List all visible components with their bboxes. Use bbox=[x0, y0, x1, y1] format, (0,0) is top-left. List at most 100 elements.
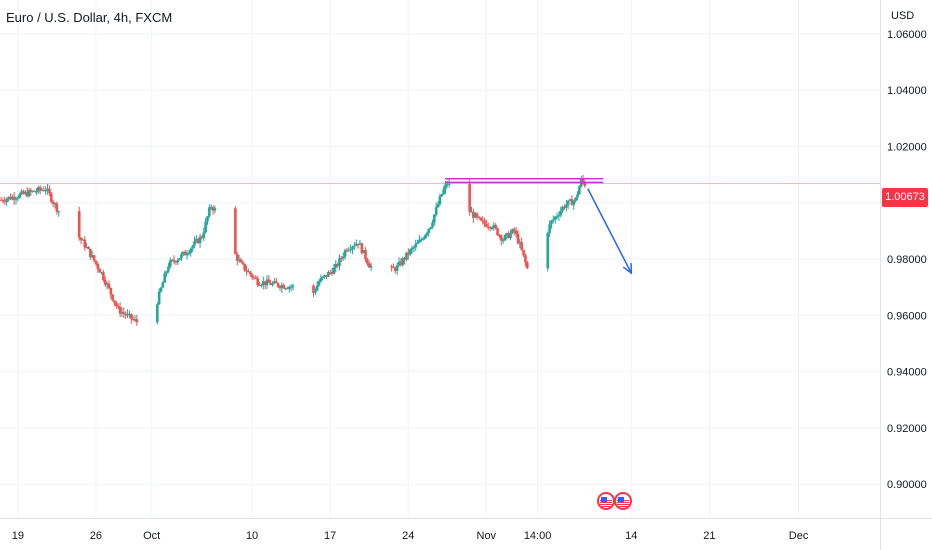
projection-arrow-line bbox=[587, 188, 632, 274]
candle-body bbox=[557, 215, 561, 217]
candle-body bbox=[193, 241, 196, 246]
candle-body bbox=[503, 235, 507, 241]
symbol-title: Euro / U.S. Dollar, 4h, FXCM bbox=[6, 10, 173, 25]
candle-body bbox=[420, 239, 423, 241]
candle-body bbox=[208, 207, 211, 217]
candle-body bbox=[509, 233, 512, 239]
price-tick-label: 0.96000 bbox=[887, 310, 927, 322]
candle-body bbox=[427, 229, 431, 234]
candle-body bbox=[440, 194, 444, 197]
candle-body bbox=[327, 272, 330, 277]
candle-body bbox=[163, 273, 167, 283]
candle-body bbox=[245, 270, 248, 272]
candle-body bbox=[520, 242, 524, 250]
projection-arrow-head bbox=[622, 263, 633, 275]
candle-body bbox=[358, 243, 362, 245]
candle-body bbox=[334, 264, 338, 268]
candle-body bbox=[265, 279, 269, 286]
candle-body bbox=[48, 188, 51, 194]
candle-body bbox=[23, 191, 27, 194]
candle-body bbox=[498, 235, 501, 237]
candle-body bbox=[486, 226, 490, 228]
candle-body bbox=[209, 207, 213, 209]
candle-body bbox=[161, 282, 165, 288]
candle-body bbox=[200, 236, 204, 238]
candle-body bbox=[53, 203, 57, 205]
candle-body bbox=[280, 285, 284, 289]
candle-body bbox=[436, 204, 440, 208]
candle-body bbox=[563, 206, 566, 208]
candle-body bbox=[198, 236, 202, 244]
candle-body bbox=[425, 233, 429, 236]
time-tick-label: 17 bbox=[324, 530, 336, 542]
candle-body bbox=[481, 220, 484, 222]
candle-body bbox=[566, 200, 570, 205]
candle-body bbox=[343, 250, 347, 257]
candle-body bbox=[475, 213, 479, 217]
candle-body bbox=[291, 285, 295, 287]
candle-body bbox=[102, 272, 105, 280]
candle-body bbox=[421, 238, 425, 240]
candle-body bbox=[196, 238, 200, 244]
candle-body bbox=[278, 286, 282, 289]
candle-body bbox=[399, 261, 403, 265]
currency-label: USD bbox=[891, 10, 915, 22]
candle-body bbox=[195, 238, 198, 242]
candle-body bbox=[284, 288, 287, 290]
candle-body bbox=[405, 252, 408, 260]
time-tick-label: 19 bbox=[12, 530, 24, 542]
us-flag-icon[interactable] bbox=[614, 492, 632, 510]
candle-body bbox=[18, 193, 22, 198]
candle-body bbox=[312, 285, 315, 293]
candle-body bbox=[211, 207, 215, 211]
candle-body bbox=[524, 255, 527, 263]
candle-body bbox=[410, 248, 414, 250]
candle-body bbox=[406, 252, 410, 255]
candle-body bbox=[393, 268, 397, 271]
candle-body bbox=[77, 211, 81, 238]
candle-body bbox=[315, 285, 319, 291]
candle-body bbox=[239, 259, 243, 263]
candle-body bbox=[109, 287, 113, 295]
candle-body bbox=[46, 188, 49, 191]
candle-body bbox=[204, 221, 207, 233]
candle-body bbox=[135, 319, 139, 323]
candle-body bbox=[546, 233, 550, 269]
candle-body bbox=[438, 196, 442, 205]
candle-body bbox=[317, 281, 321, 286]
candle-body bbox=[12, 196, 16, 200]
us-flag-icon[interactable] bbox=[597, 492, 615, 510]
price-tick-label: 1.04000 bbox=[887, 85, 927, 97]
candle-body bbox=[568, 199, 572, 201]
candle-body bbox=[332, 267, 336, 274]
candle-body bbox=[367, 263, 371, 268]
candle-body bbox=[25, 191, 29, 197]
time-tick-label: Nov bbox=[477, 530, 497, 542]
candle-body bbox=[341, 256, 345, 259]
candle-body bbox=[40, 189, 44, 191]
candle-body bbox=[131, 318, 135, 320]
candle-body bbox=[7, 196, 10, 200]
candle-body bbox=[0, 199, 3, 201]
candle-body bbox=[16, 197, 20, 199]
candle-body bbox=[494, 224, 497, 229]
candle-body bbox=[336, 264, 339, 266]
candle-body bbox=[252, 277, 256, 279]
candle-body bbox=[274, 281, 278, 284]
candle-body bbox=[559, 210, 563, 216]
candle-body bbox=[416, 242, 419, 245]
candle-body bbox=[189, 248, 193, 253]
candle-body bbox=[325, 274, 328, 277]
candle-body bbox=[22, 191, 25, 194]
candle-body bbox=[522, 249, 525, 256]
candle-body bbox=[234, 208, 237, 255]
candle-body bbox=[576, 194, 579, 198]
candle-body bbox=[572, 200, 576, 206]
candle-body bbox=[87, 246, 90, 249]
candle-body bbox=[271, 283, 274, 286]
candle-body bbox=[574, 197, 577, 201]
candle-body bbox=[176, 260, 180, 263]
candle-body bbox=[412, 247, 416, 249]
candle-body bbox=[319, 277, 323, 282]
